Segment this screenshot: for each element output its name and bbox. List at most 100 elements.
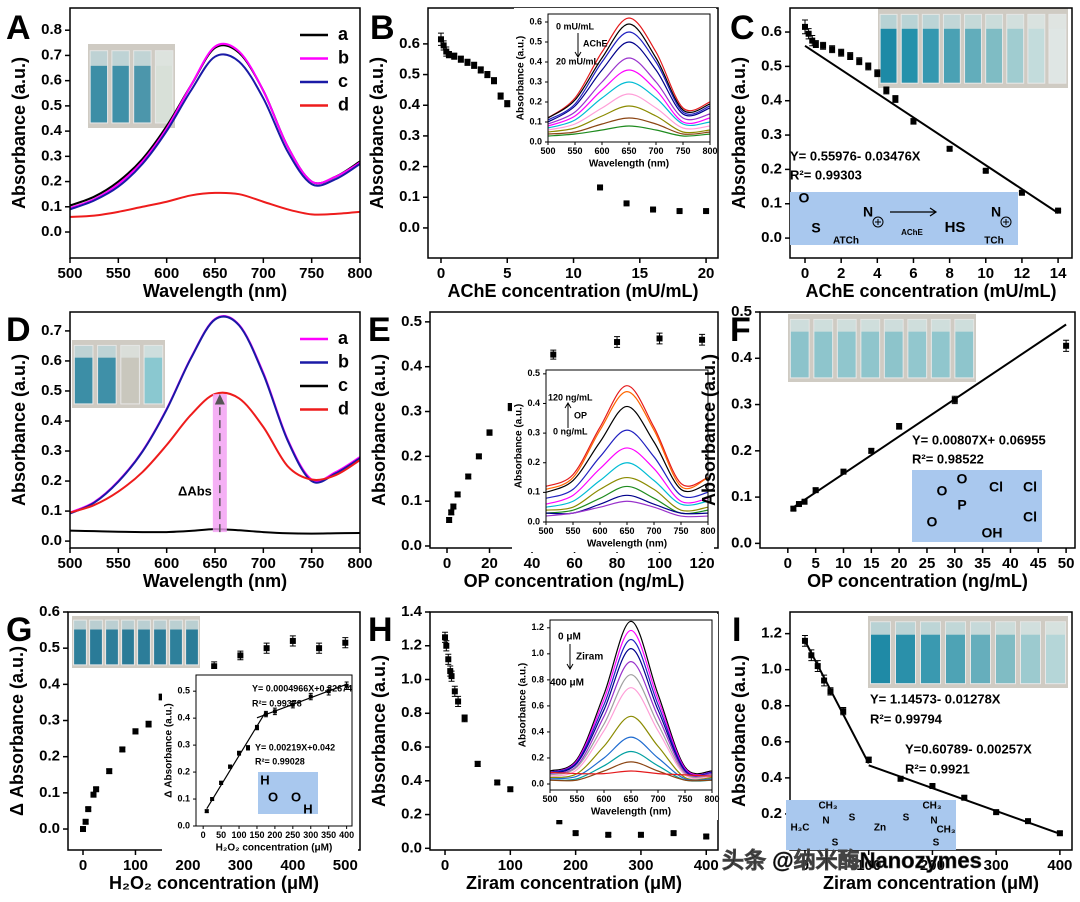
structure-label: Cl: [1023, 509, 1037, 525]
data-point: [883, 87, 890, 94]
x-tick-label: 700: [251, 265, 276, 282]
y-tick-label: 1.2: [401, 637, 422, 654]
y-axis-label: Absorbance (a.u.): [9, 57, 29, 209]
data-point: [90, 791, 97, 798]
data-point: [443, 642, 450, 649]
inset-annotation: 0 μM: [558, 632, 581, 643]
data-point: [342, 639, 349, 646]
data-point: [237, 751, 242, 756]
structure-label: O: [291, 789, 301, 804]
inset-annotation: Y= 0.0004966X+0.32674: [252, 683, 352, 693]
cuvette-top: [105, 620, 119, 630]
inset-bg: [162, 669, 358, 856]
inset-annotation: 0 mU/mL: [556, 21, 595, 31]
structure-label: Zn: [874, 823, 886, 834]
data-point: [344, 683, 349, 688]
data-point: [504, 100, 511, 107]
x-tick-label: 400: [280, 857, 305, 874]
x-tick-label: 800: [347, 555, 372, 572]
structure-label: O: [927, 514, 938, 530]
cuvette-top: [922, 14, 940, 29]
y-tick-label: 0.0: [177, 820, 190, 830]
data-point: [445, 51, 452, 58]
cuvette-top: [1020, 621, 1041, 635]
inset-bg: [512, 364, 714, 552]
data-point: [1018, 189, 1025, 196]
y-axis-label: Absorbance (a.u.): [367, 57, 387, 209]
charge-plus: [1003, 219, 1009, 225]
x-tick-label: 80: [609, 555, 626, 572]
cuvette-top: [943, 14, 961, 29]
x-tick-label: 0: [201, 830, 206, 840]
data-point: [670, 830, 677, 837]
structure-label: S: [832, 838, 839, 849]
x-tick-label: 750: [677, 794, 692, 804]
y-tick-label: 0.6: [41, 352, 62, 369]
y-tick-label: 0.0: [529, 136, 542, 146]
data-point: [219, 780, 224, 785]
x-tick-label: 200: [267, 830, 282, 840]
reaction-arrow: [890, 207, 938, 217]
y-tick-label: 0.0: [731, 534, 752, 551]
x-tick-label: 650: [202, 265, 227, 282]
x-tick-label: 650: [619, 526, 634, 536]
y-tick-label: 0.4: [399, 96, 421, 113]
data-point: [158, 694, 165, 700]
y-axis-label: Absorbance (a.u.): [9, 354, 29, 506]
y-tick-label: 0.0: [39, 820, 60, 837]
data-point: [93, 786, 100, 793]
y-axis-label: Absorbance (a.u.): [369, 655, 389, 807]
y-tick-label: 0.4: [41, 412, 63, 429]
y-tick-label: 0.8: [531, 674, 544, 684]
cuvette-top: [1045, 621, 1066, 635]
structure-label: Cl: [1023, 479, 1037, 495]
series-line: [548, 125, 710, 137]
y-tick-label: 0.2: [41, 173, 62, 190]
panel-letter: E: [368, 311, 391, 349]
series-line: [548, 117, 710, 135]
data-point: [847, 53, 854, 60]
legend-label: c: [338, 375, 348, 395]
cuvette-top: [169, 620, 183, 630]
x-tick-label: 200: [920, 857, 945, 874]
data-point: [246, 745, 250, 750]
data-point: [605, 831, 612, 838]
series-line: [548, 57, 710, 125]
cuvette-top: [185, 620, 199, 630]
cuvette-top: [920, 621, 941, 635]
y-tick-label: 0.6: [399, 35, 420, 52]
data-point: [451, 53, 458, 60]
inset-bg: [516, 614, 718, 820]
data-point: [821, 677, 828, 684]
x-tick-label: 600: [154, 555, 179, 572]
data-point: [445, 656, 452, 663]
data-point: [961, 794, 968, 801]
x-tick-label: 750: [299, 265, 324, 282]
data-point: [556, 818, 563, 825]
data-point: [874, 70, 881, 77]
cuvette-top: [901, 14, 919, 29]
data-point: [896, 423, 903, 430]
series-line: [548, 41, 710, 123]
series-line: [70, 42, 360, 209]
fit-line: [804, 640, 870, 764]
cuvette-top: [985, 14, 1003, 29]
y-tick-label: 0.4: [531, 726, 544, 736]
data-point: [856, 58, 863, 65]
x-tick-label: 600: [594, 146, 609, 156]
cuvette-top: [1049, 14, 1066, 29]
x-tick-label: 0: [437, 265, 445, 282]
series-line: [546, 391, 708, 490]
structure-label: Cl: [989, 479, 1003, 495]
series-line: [548, 23, 710, 119]
x-tick-label: 200: [563, 857, 588, 874]
y-tick-label: 0.3: [41, 147, 62, 164]
data-point: [440, 42, 447, 49]
y-tick-label: 0.3: [399, 127, 420, 144]
y-tick-label: 0.0: [41, 532, 62, 549]
x-tick-label: 650: [202, 555, 227, 572]
delta-arrow-head: [214, 393, 225, 405]
data-point: [254, 725, 259, 730]
cuvette-top: [144, 345, 163, 358]
data-point: [464, 59, 471, 66]
